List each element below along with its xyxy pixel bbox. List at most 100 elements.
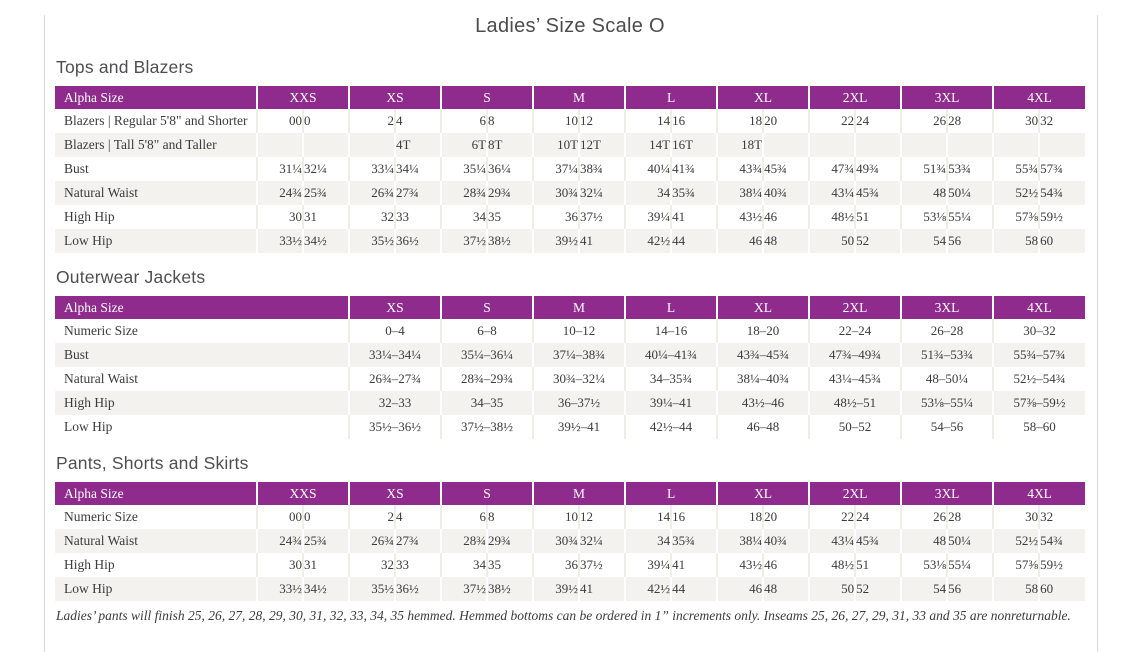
- size-cell: 00: [256, 505, 303, 529]
- size-cell: 31¼: [256, 157, 303, 181]
- size-cell: 26¾–27¾: [348, 367, 441, 391]
- header-size-col: L: [624, 482, 718, 505]
- size-cell: 51: [854, 553, 902, 577]
- size-cell: 35¼: [440, 157, 488, 181]
- size-cell: 32–33: [348, 391, 441, 415]
- size-cell: 42½: [624, 577, 672, 601]
- table-row: Low Hip 33½ 34½ 35½ 36½ 37½ 38½ 39½ 41 42½ 44 46 48 5…: [55, 577, 1086, 601]
- row-label: Blazers | Regular 5'8" and Shorter: [64, 113, 248, 128]
- size-cell: 34–35: [440, 391, 533, 415]
- size-cell: 25¾: [301, 181, 350, 205]
- size-cell: 53¾: [946, 157, 994, 181]
- header-size-col: 4XL: [992, 296, 1085, 319]
- size-cell: 10: [532, 505, 580, 529]
- size-cell: 35¾: [670, 181, 718, 205]
- size-cell: 33½: [256, 577, 303, 601]
- size-cell: 57⅜: [992, 205, 1040, 229]
- size-cell: 8: [486, 505, 534, 529]
- size-cell: 56: [946, 577, 994, 601]
- size-cell: 6–8: [440, 319, 533, 343]
- header-size-col: S: [440, 296, 533, 319]
- size-cell: 32¼: [301, 157, 350, 181]
- size-cell: 29¾: [486, 181, 534, 205]
- size-cell: 52½–54¾: [992, 367, 1085, 391]
- header-size-col: L: [624, 86, 718, 109]
- size-cell: 51¾: [900, 157, 948, 181]
- size-cell: 35½–36½: [348, 415, 441, 439]
- size-cell: 12: [578, 505, 626, 529]
- page-title: Ladies’ Size Scale O: [475, 15, 665, 37]
- size-cell: 48½: [808, 553, 856, 577]
- header-size-col: 3XL: [900, 482, 994, 505]
- size-cell: 40¼–41¾: [624, 343, 717, 367]
- size-cell: 39¼: [624, 553, 672, 577]
- size-cell: 37¼: [532, 157, 580, 181]
- header-row: Alpha Size XXS XS S M L XL 2XL 3XL 4XL: [55, 86, 1086, 109]
- row-label: High Hip: [64, 209, 115, 224]
- size-cell: 33: [394, 205, 442, 229]
- size-cell: 37½: [440, 229, 488, 253]
- size-cell: 46: [716, 229, 764, 253]
- size-cell: 39½: [532, 577, 580, 601]
- size-cell: 32: [348, 553, 396, 577]
- size-cell: 36–37½: [532, 391, 625, 415]
- size-cell: 38¼: [716, 181, 764, 205]
- size-cell: 60: [1038, 577, 1086, 601]
- size-cell: 0: [301, 505, 350, 529]
- header-size-col: 4XL: [992, 86, 1086, 109]
- size-cell: 18–20: [716, 319, 809, 343]
- size-cell: 45¾: [854, 181, 902, 205]
- size-cell: 12: [578, 109, 626, 133]
- size-cell: 16: [670, 505, 718, 529]
- table-row: Low Hip 33½ 34½ 35½ 36½ 37½ 38½ 39½ 41 42½ 44 46 48 5…: [55, 229, 1086, 253]
- header-row: Alpha Size XS S M L XL 2XL 3XL 4XL: [55, 296, 1085, 319]
- size-cell: 42½–44: [624, 415, 717, 439]
- size-cell: 33: [394, 553, 442, 577]
- header-size-col: S: [440, 86, 534, 109]
- size-cell: 34½: [301, 577, 350, 601]
- header-size-col: 3XL: [900, 86, 994, 109]
- table-row: Blazers | Tall 5'8" and Taller 4T 6T 8T 10T 1…: [55, 133, 1086, 157]
- header-size-col: XS: [348, 86, 442, 109]
- size-cell: 25¾: [301, 529, 350, 553]
- header-size-col: M: [532, 296, 625, 319]
- size-table: Alpha Size XXS XS S M L XL 2XL 3XL 4XL Numeric Siz…: [55, 482, 1086, 601]
- size-cell: 58: [992, 229, 1040, 253]
- size-cell: [256, 133, 303, 157]
- size-cell: 55¼: [946, 205, 994, 229]
- size-cell: 38¼: [716, 529, 764, 553]
- size-cell: 41¾: [670, 157, 718, 181]
- size-cell: 0: [301, 109, 350, 133]
- header-size-col: S: [440, 482, 534, 505]
- size-cell: 4: [394, 505, 442, 529]
- size-cell: 54¾: [1038, 529, 1086, 553]
- size-cell: 34¼: [394, 157, 442, 181]
- content-area: Tops and Blazers Alpha Size XXS XS S M L XL 2XL 3…: [55, 57, 1086, 624]
- table-row: High Hip 30 31 32 33 34 35 36 37½ 39¼ 41 43½ 46 48½ 51…: [55, 553, 1086, 577]
- row-label: Bust: [64, 161, 89, 176]
- size-cell: 52½: [992, 181, 1040, 205]
- size-cell: 51: [854, 205, 902, 229]
- size-cell: 46–48: [716, 415, 809, 439]
- size-cell: 30: [992, 505, 1040, 529]
- size-cell: 20: [762, 505, 810, 529]
- size-cell: 28: [946, 505, 994, 529]
- size-cell: 41: [670, 553, 718, 577]
- size-cell: 6: [440, 109, 488, 133]
- size-cell: [1038, 133, 1086, 157]
- size-table: Alpha Size XXS XS S M L XL 2XL 3XL 4XL Blazers | R…: [55, 86, 1086, 253]
- size-cell: 28¾–29¾: [440, 367, 533, 391]
- header-size-col: 2XL: [808, 482, 902, 505]
- size-cell: 41: [670, 205, 718, 229]
- size-cell: 56: [946, 229, 994, 253]
- header-size-col: XXS: [255, 482, 350, 505]
- size-cell: 34: [624, 181, 672, 205]
- size-cell: 36½: [394, 229, 442, 253]
- header-size-col: 4XL: [992, 482, 1086, 505]
- size-cell: 35¾: [670, 529, 718, 553]
- size-cell: 12T: [578, 133, 626, 157]
- table-row: Bust 33¼–34¼ 35¼–36¼ 37¼–38¾ 40¼–41¾ 43¾–45¾ 4…: [55, 343, 1085, 367]
- size-cell: 37½: [578, 553, 626, 577]
- size-cell: 16T: [670, 133, 718, 157]
- size-cell: 46: [762, 205, 810, 229]
